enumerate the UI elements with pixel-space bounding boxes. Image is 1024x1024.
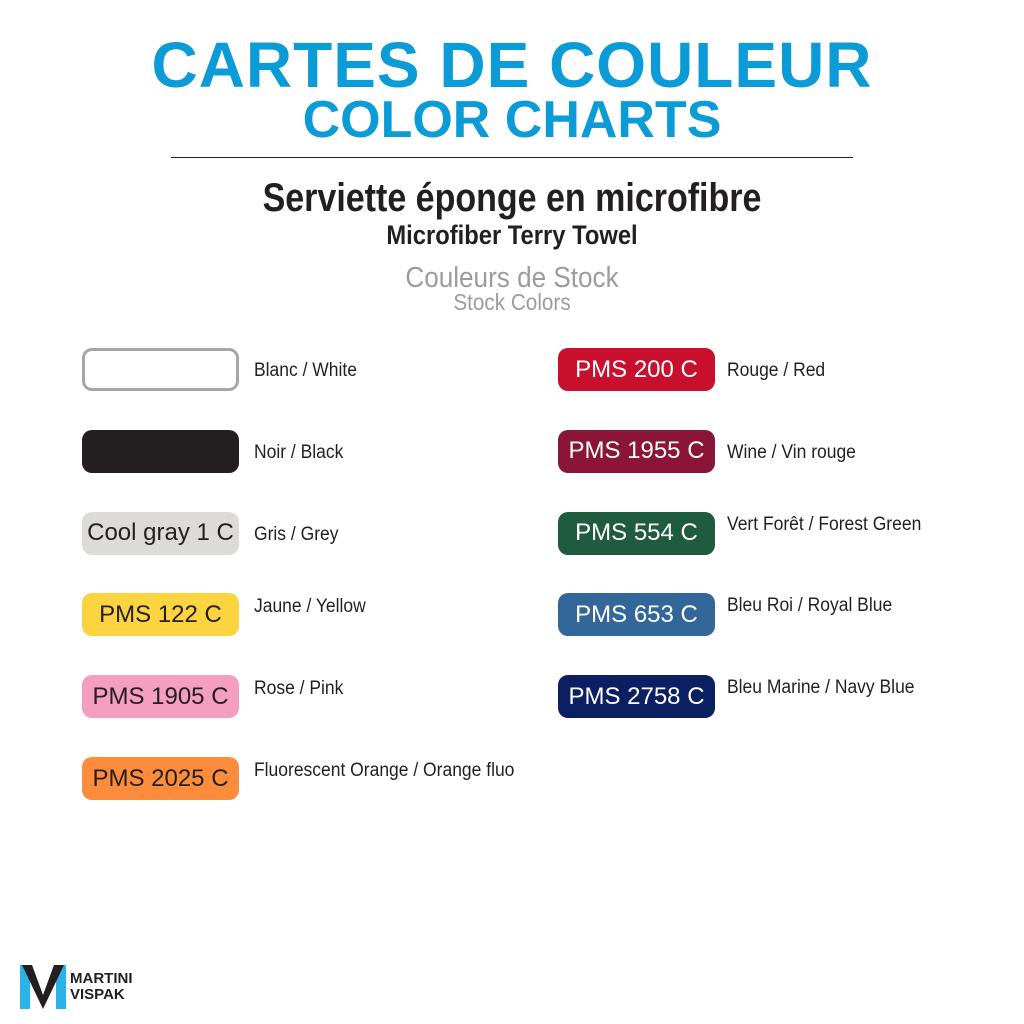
logo-line1: MARTINI bbox=[70, 970, 133, 987]
section-french: Couleurs de Stock bbox=[405, 262, 619, 294]
color-swatch: Cool gray 1 C bbox=[82, 511, 239, 555]
product-english: Microfiber Terry Towel bbox=[386, 220, 638, 250]
section-english: Stock Colors bbox=[453, 289, 571, 315]
color-swatch: PMS 653 C bbox=[558, 593, 715, 637]
color-label: Bleu Marine / Navy Blue bbox=[727, 677, 915, 699]
color-label: Noir / Black bbox=[254, 441, 344, 463]
color-swatch: PMS 2025 C bbox=[82, 757, 239, 800]
color-label: Vert Forêt / Forest Green bbox=[727, 513, 922, 535]
logo-m-icon bbox=[20, 965, 66, 1009]
product-french: Serviette éponge en microfibre bbox=[262, 176, 762, 220]
color-swatch bbox=[82, 348, 239, 391]
logo-line2: VISPAK bbox=[70, 986, 125, 1003]
color-swatch: PMS 554 C bbox=[558, 511, 715, 555]
color-label: Jaune / Yellow bbox=[254, 596, 366, 618]
color-label: Rouge / Red bbox=[727, 360, 826, 381]
divider bbox=[171, 157, 853, 158]
color-swatch bbox=[82, 429, 239, 473]
color-swatch: PMS 1905 C bbox=[82, 675, 239, 719]
color-label: Bleu Roi / Royal Blue bbox=[727, 595, 893, 617]
color-swatch: PMS 122 C bbox=[82, 593, 239, 637]
color-swatch: PMS 1955 C bbox=[558, 429, 715, 473]
title-french: CARTES DE COULEUR bbox=[151, 29, 873, 101]
color-label: Blanc / White bbox=[254, 360, 357, 381]
color-label: Fluorescent Orange / Orange fluo bbox=[254, 760, 515, 781]
color-swatch: PMS 200 C bbox=[558, 348, 715, 391]
color-label: Gris / Grey bbox=[254, 523, 339, 545]
color-swatch: PMS 2758 C bbox=[558, 675, 715, 719]
title-english: COLOR CHARTS bbox=[302, 91, 722, 149]
color-label: Wine / Vin rouge bbox=[727, 441, 856, 463]
color-label: Rose / Pink bbox=[254, 678, 344, 700]
logo: MARTINI VISPAK bbox=[20, 965, 133, 1009]
